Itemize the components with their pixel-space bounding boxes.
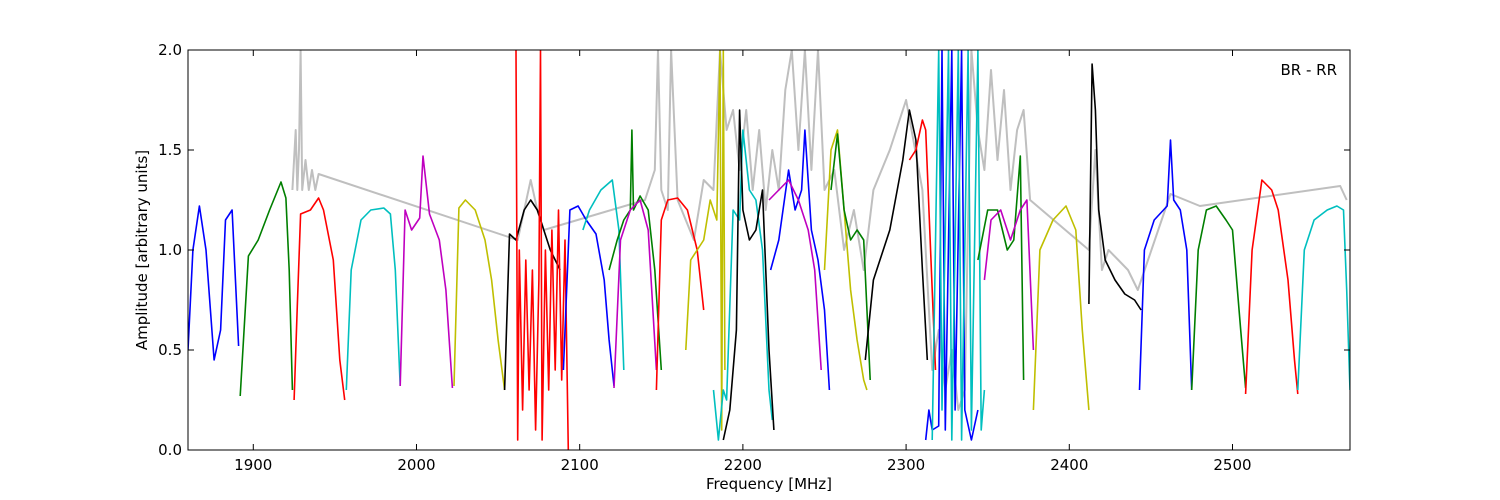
series-line-31-red	[1244, 179, 1299, 395]
series-line-18-magenta	[768, 179, 822, 371]
x-ticks: 1900 2000 2100 2200 2300 2400 2500	[234, 50, 1252, 474]
x-tick-label: 2500	[1213, 456, 1251, 474]
annotation-label: BR - RR	[1280, 61, 1337, 79]
background-series-line	[291, 50, 1348, 411]
series-line-1-blue	[188, 205, 240, 361]
series-line-5-magenta	[399, 155, 454, 389]
series-line-32-cyan	[1297, 205, 1350, 391]
x-tick-label: 2000	[397, 456, 435, 474]
y-tick-label: 1.0	[158, 241, 182, 259]
x-tick-label: 2300	[887, 456, 925, 474]
series-line-25-green	[977, 155, 1025, 381]
series-line-16-black	[722, 109, 775, 441]
x-tick-label: 2200	[724, 456, 762, 474]
x-axis-label: Frequency [MHz]	[706, 475, 832, 493]
series-layer	[188, 50, 1350, 450]
series-line-19-olive	[823, 129, 868, 391]
series-line-6-olive	[453, 199, 506, 391]
series-line-8-red	[515, 50, 570, 450]
x-tick-label: 2100	[561, 456, 599, 474]
series-line-28-black	[1088, 63, 1142, 311]
series-line-14-olive	[685, 50, 726, 431]
series-line-27-olive	[1032, 205, 1090, 411]
series-line-30-green	[1190, 205, 1247, 391]
y-tick-label: 2.0	[158, 41, 182, 59]
y-ticks: 0.0 0.5 1.0 1.5 2.0	[158, 41, 1350, 459]
y-axis-label: Amplitude [arbitrary units]	[133, 150, 151, 350]
series-line-9-blue	[562, 205, 615, 387]
y-tick-label: 1.5	[158, 141, 182, 159]
series-line-11-green	[608, 129, 663, 371]
series-line-12-magenta	[613, 199, 658, 389]
series-line-4-cyan	[345, 207, 401, 391]
y-tick-label: 0.5	[158, 341, 182, 359]
background-series-layer	[291, 50, 1348, 411]
series-line-26-magenta	[983, 199, 1035, 351]
series-line-24-cyan	[931, 50, 986, 441]
series-line-22-red	[908, 119, 937, 371]
x-tick-label: 2400	[1050, 456, 1088, 474]
series-line-17-blue	[769, 129, 831, 391]
series-line-3-red	[293, 197, 346, 401]
x-tick-label: 1900	[234, 456, 272, 474]
series-line-7-black	[503, 199, 561, 391]
y-tick-label: 0.0	[158, 441, 182, 459]
series-line-20-green	[830, 133, 871, 381]
series-line-2-green	[239, 181, 294, 397]
series-line-21-black	[864, 109, 929, 361]
series-line-29-blue	[1138, 139, 1193, 391]
